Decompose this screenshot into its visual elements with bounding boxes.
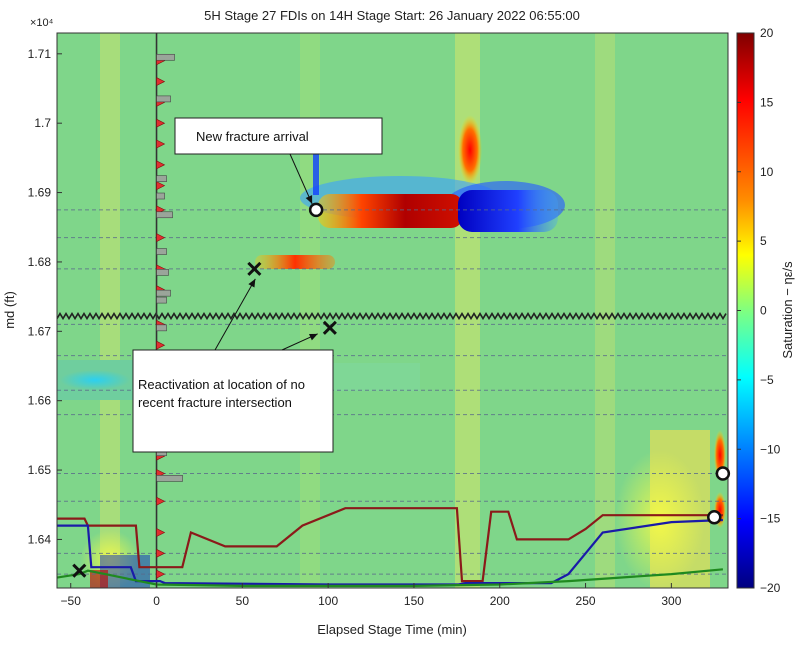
x-tick-label: 300 <box>661 594 681 608</box>
circle-marker <box>715 466 731 481</box>
arrow-reactivation-1-head <box>248 278 256 288</box>
cross-marker <box>72 563 87 578</box>
colorbar-tick-label: −20 <box>760 581 781 595</box>
arrow-new-fracture <box>289 153 313 205</box>
x-tick-label: 50 <box>236 594 250 608</box>
left-cyan-patch <box>60 370 130 390</box>
perf-triangle-marker <box>156 160 166 170</box>
fdi-strength-bar <box>156 175 167 182</box>
heatmap-background <box>57 33 728 588</box>
plot-frame <box>56 32 729 589</box>
arrival-blue-streak <box>313 150 319 195</box>
colorbar-tick-label: −15 <box>760 512 781 526</box>
fdi-strength-bar <box>156 192 165 200</box>
colorbar-tick-label: −5 <box>760 373 774 387</box>
x-tick-label: 250 <box>576 594 596 608</box>
circle-marker <box>308 202 324 218</box>
x-tick-label: 200 <box>490 594 510 608</box>
y-tick-label: 1.7 <box>34 116 51 130</box>
arrow-reactivation-2-head <box>308 333 318 341</box>
fdi-strength-bar <box>156 269 169 276</box>
y-multiplier: ×10⁴ <box>30 17 54 29</box>
x-tick-label: 100 <box>318 594 338 608</box>
y-tick-label: 1.68 <box>28 255 52 269</box>
colorbar-tick-label: 5 <box>760 234 767 248</box>
x-axis-label: Elapsed Stage Time (min) <box>317 622 467 637</box>
x-tick-label: 150 <box>404 594 424 608</box>
x-tick-label: 0 <box>153 594 160 608</box>
annotation-box-new-fracture <box>174 117 383 155</box>
perf-triangle-marker <box>156 548 166 558</box>
arrow-reactivation-1 <box>214 278 256 351</box>
right-yellow-patch <box>615 450 705 588</box>
y-axis-label: md (ft) <box>2 291 17 329</box>
proppant-concentration-line <box>57 568 724 587</box>
cross-marker <box>247 261 262 276</box>
y-tick-label: 1.71 <box>28 47 52 61</box>
red-hotspot <box>458 115 482 185</box>
main-red-band <box>318 194 463 228</box>
arrow-new-fracture-head <box>305 195 313 204</box>
cross-marker <box>322 320 337 335</box>
colorbar-tick-label: 20 <box>760 26 774 40</box>
colorbar-tick-label: −10 <box>760 442 781 456</box>
perf-triangle-marker <box>156 496 166 506</box>
circle-marker <box>707 509 722 525</box>
fdi-strength-bar <box>156 324 167 332</box>
colorbar-tick-label: 0 <box>760 304 767 318</box>
perf-triangle-marker <box>156 118 166 128</box>
y-tick-label: 1.65 <box>28 463 52 477</box>
perf-triangle-marker <box>156 569 166 579</box>
perf-triangle-marker <box>156 181 166 191</box>
y-tick-label: 1.66 <box>28 394 52 408</box>
colorbar-tick-label: 15 <box>760 95 774 109</box>
annotation-reactivation: Reactivation at location of no recent fr… <box>138 377 305 410</box>
y-tick-label: 1.64 <box>28 532 52 546</box>
fdi-strength-bar <box>156 248 167 255</box>
colorbar-label: Saturation − ηε/s <box>780 261 795 359</box>
stage-depth-line <box>57 311 727 321</box>
y-tick-label: 1.67 <box>28 324 52 338</box>
fdi-strength-bar <box>156 95 171 103</box>
annotation-box-reactivation <box>132 349 334 453</box>
small-red-band <box>255 255 335 269</box>
colorbar-tick-label: 10 <box>760 165 774 179</box>
perf-triangle-marker <box>156 77 166 87</box>
perf-triangle-marker <box>156 528 166 537</box>
chart-title: 5H Stage 27 FDIs on 14H Stage Start: 26 … <box>204 8 580 23</box>
fdi-strength-bar <box>156 475 183 482</box>
perf-triangle-marker <box>156 139 166 149</box>
fdi-strength-bar <box>156 289 171 297</box>
fdi-strength-bar <box>156 211 173 219</box>
main-blue-band <box>458 190 558 232</box>
perf-triangle-marker <box>156 340 166 350</box>
annotation-new-fracture: New fracture arrival <box>196 129 309 144</box>
fdi-strength-bar <box>156 296 167 304</box>
y-tick-label: 1.69 <box>28 186 52 200</box>
fdi-strength-bar <box>156 53 175 61</box>
treating-pressure-line <box>57 507 723 583</box>
perf-triangle-marker <box>156 233 166 243</box>
x-tick-label: −50 <box>61 594 82 608</box>
